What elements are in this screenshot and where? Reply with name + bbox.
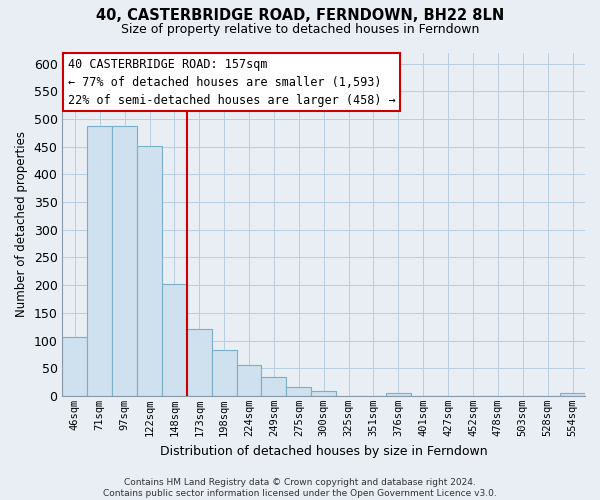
- Bar: [212, 350, 236, 396]
- Bar: [62, 336, 88, 396]
- Bar: [88, 126, 112, 396]
- Bar: [187, 329, 212, 396]
- Y-axis label: Number of detached properties: Number of detached properties: [15, 131, 28, 317]
- X-axis label: Distribution of detached houses by size in Ferndown: Distribution of detached houses by size …: [160, 444, 488, 458]
- Text: Size of property relative to detached houses in Ferndown: Size of property relative to detached ho…: [121, 22, 479, 36]
- Bar: [286, 387, 311, 396]
- Bar: [236, 365, 262, 396]
- Bar: [386, 393, 411, 396]
- Text: 40, CASTERBRIDGE ROAD, FERNDOWN, BH22 8LN: 40, CASTERBRIDGE ROAD, FERNDOWN, BH22 8L…: [96, 8, 504, 22]
- Text: 40 CASTERBRIDGE ROAD: 157sqm
← 77% of detached houses are smaller (1,593)
22% of: 40 CASTERBRIDGE ROAD: 157sqm ← 77% of de…: [68, 58, 395, 106]
- Bar: [112, 126, 137, 396]
- Bar: [137, 146, 162, 396]
- Bar: [262, 376, 286, 396]
- Bar: [311, 392, 336, 396]
- Bar: [162, 284, 187, 396]
- Text: Contains HM Land Registry data © Crown copyright and database right 2024.
Contai: Contains HM Land Registry data © Crown c…: [103, 478, 497, 498]
- Bar: [560, 392, 585, 396]
